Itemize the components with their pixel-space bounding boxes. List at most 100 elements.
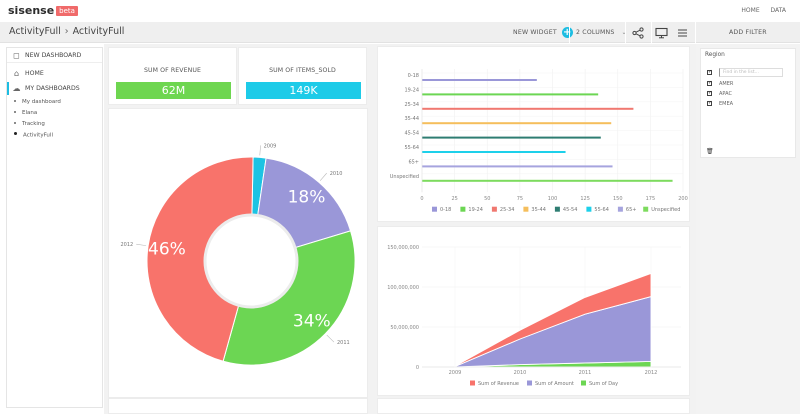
bar-widget[interactable]: 0 25 50 75 100 125 150 175 200 0-18 19-24 25-34 35-4… <box>377 46 690 222</box>
legend-swatch <box>554 206 560 212</box>
dashboard-link-current[interactable]: ActivityFull <box>14 132 53 139</box>
filter-item-label: AMER <box>719 80 734 87</box>
new-widget-button[interactable]: NEW WIDGET + <box>513 22 573 43</box>
divider <box>695 22 696 43</box>
breadcrumb-folder[interactable]: ActivityFull <box>9 26 61 37</box>
checkbox-icon[interactable] <box>707 101 712 106</box>
x-tick-label: 150 <box>613 196 623 202</box>
filter-item[interactable]: EMEA <box>707 99 789 108</box>
pie-category-label: 2012 <box>120 242 133 248</box>
x-tick-label: 100 <box>548 196 558 202</box>
data-link[interactable]: DATA <box>770 7 786 14</box>
presentation-button[interactable] <box>655 22 668 43</box>
x-tick-label: 25 <box>451 196 457 202</box>
y-tick-label: 45-54 <box>404 131 419 137</box>
filter-item[interactable]: AMER <box>707 79 789 88</box>
donut-hole <box>203 213 299 309</box>
breadcrumb-separator: › <box>64 26 69 37</box>
leader-line <box>319 172 327 181</box>
share-button[interactable] <box>632 22 644 43</box>
kpi-widget-items-sold[interactable]: SUM OF ITEMS_SOLD 149K <box>238 47 367 105</box>
legend-label: 65+ <box>626 207 637 213</box>
bullet-icon <box>14 99 16 102</box>
home-icon: ⌂ <box>13 69 20 78</box>
top-links: HOME DATA <box>732 7 786 14</box>
select-all-checkbox[interactable] <box>707 70 712 75</box>
legend-label: Sum of Day <box>589 381 618 387</box>
pie-category-label: 2011 <box>337 340 350 346</box>
area-widget[interactable]: 0 50,000,000 100,000,000 150,000,000 2009 201… <box>377 226 690 396</box>
share-icon <box>632 26 644 39</box>
leader-line <box>259 145 261 156</box>
legend-label: 55-64 <box>594 207 609 213</box>
y-tick-label: 100,000,000 <box>387 285 419 291</box>
pie-widget[interactable]: 2009 2010 18% 2011 34% 2012 46% <box>108 108 368 398</box>
new-dashboard-label: NEW DASHBOARD <box>25 51 82 59</box>
add-filter-button[interactable]: ADD FILTER <box>729 22 767 43</box>
filter-panel: Region Find in the list... AMER APAC EME… <box>696 44 800 414</box>
menu-button[interactable] <box>677 22 688 43</box>
kpi-widget-revenue[interactable]: SUM OF REVENUE 62M <box>108 47 237 105</box>
bar-35-44 <box>422 122 612 125</box>
y-tick-label: 35-44 <box>404 116 419 122</box>
filter-item-label: APAC <box>719 90 732 97</box>
legend-label: 19-24 <box>468 207 483 213</box>
legend-label: 0-18 <box>440 207 451 213</box>
sidebar-item-home[interactable]: ⌂ HOME <box>7 67 102 80</box>
kpi-title: SUM OF REVENUE <box>144 67 201 74</box>
region-filter: Region Find in the list... AMER APAC EME… <box>700 48 796 158</box>
columns-dropdown[interactable]: 2 COLUMNS ⌄ <box>576 22 627 43</box>
dashboard-link[interactable]: My dashboard <box>14 99 61 105</box>
filter-title: Region <box>705 52 725 58</box>
x-tick-label: 75 <box>517 196 523 202</box>
filter-search-input[interactable]: Find in the list... <box>719 68 783 77</box>
dashboard-link[interactable]: Elana <box>14 110 37 116</box>
home-link[interactable]: HOME <box>741 7 760 14</box>
area-sum-of-amount <box>454 296 652 368</box>
breadcrumb-dashboard: ActivityFull <box>72 26 125 37</box>
kpi-value: 149K <box>246 82 361 99</box>
divider <box>569 22 570 43</box>
checkbox-icon[interactable] <box>707 81 712 86</box>
new-widget-label: NEW WIDGET <box>513 29 557 36</box>
kpi-value: 62M <box>116 82 231 99</box>
dashboard-link[interactable]: Tracking <box>14 121 45 127</box>
bar-55-64 <box>422 151 566 153</box>
beta-badge: beta <box>56 6 78 16</box>
plus-icon: + <box>561 27 573 38</box>
checkbox-icon[interactable] <box>707 91 712 96</box>
sidebar-item-my-dashboards[interactable]: ☁ MY DASHBOARDS <box>7 82 102 95</box>
x-tick-label: 200 <box>678 196 688 202</box>
bar-chart: 0 25 50 75 100 125 150 175 200 0-18 19-24 25-34 35-4… <box>390 69 688 213</box>
legend-label: 35-44 <box>531 207 546 213</box>
legend-swatch <box>432 206 437 212</box>
y-tick-label: 0-18 <box>408 73 419 79</box>
y-tick-label: 150,000,000 <box>387 245 419 251</box>
sisense-logo[interactable]: sisense beta <box>8 4 78 17</box>
bar-0-18 <box>422 79 537 81</box>
area-chart: 0 50,000,000 100,000,000 150,000,000 2009 201… <box>387 245 681 387</box>
trash-icon[interactable]: 🗑 <box>706 148 714 155</box>
donut-chart: 2009 2010 18% 2011 34% 2012 46% <box>120 143 356 366</box>
x-tick-label: 2012 <box>645 370 658 376</box>
bar-Unspecified <box>422 179 673 182</box>
legend-swatch <box>523 206 529 212</box>
filter-item-label: EMEA <box>719 100 734 107</box>
y-tick-label: 65+ <box>408 159 419 165</box>
bar-19-24 <box>422 93 599 96</box>
legend-label: Unspecified <box>651 207 680 213</box>
new-dashboard-icon: ◻ <box>13 50 20 60</box>
new-dashboard-button[interactable]: ◻ NEW DASHBOARD <box>7 48 102 63</box>
legend-label: 45-54 <box>563 207 578 213</box>
x-tick-label: 2010 <box>514 370 527 376</box>
add-filter-label: ADD FILTER <box>729 29 767 36</box>
filter-item[interactable]: APAC <box>707 89 789 98</box>
columns-label: 2 COLUMNS <box>576 29 615 36</box>
pie-category-label: 2009 <box>264 143 277 149</box>
bar-25-34 <box>422 107 634 110</box>
x-tick-label: 125 <box>580 196 590 202</box>
breadcrumb: ActivityFull › ActivityFull <box>9 26 124 37</box>
divider <box>625 22 626 43</box>
my-dashboards-label: MY DASHBOARDS <box>25 85 80 92</box>
y-tick-label: Unspecified <box>390 174 419 180</box>
